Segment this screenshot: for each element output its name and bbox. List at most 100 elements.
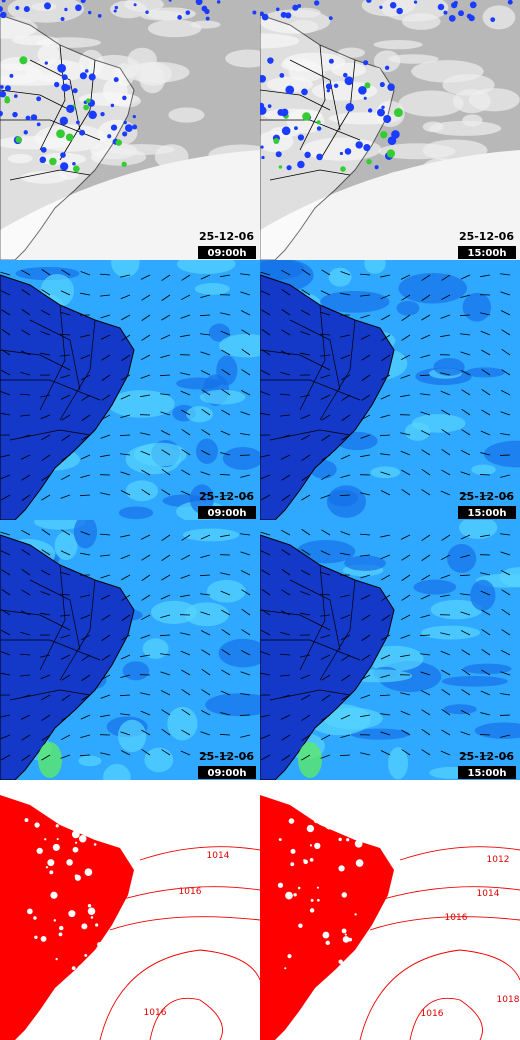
gap [338,865,345,872]
wind-patch [218,638,260,668]
wind-arrow [240,533,251,536]
wind-arrow [420,334,431,340]
wind-arrow [121,314,131,321]
wind-arrow [20,454,31,460]
wind-patch [326,485,367,518]
gap [355,859,364,867]
wind-arrow [280,714,291,720]
gap [313,818,319,824]
wind-arrow [120,713,131,716]
wind-arrow [320,654,331,660]
wind-arrow [440,554,451,561]
isobar-label: 1014 [207,851,230,861]
wind-arrow [80,354,91,360]
border [269,169,351,181]
wind-arrow [120,414,131,418]
rain-cell [205,16,210,21]
wind-arrow [440,650,451,656]
wind-arrow [420,653,431,656]
wind-arrow [240,310,251,316]
wind-arrow [60,374,71,379]
wind-arrow [160,594,171,600]
wind-arrow [20,350,31,356]
cloud [401,13,441,30]
wind-arrow [1,569,11,576]
gap [68,910,76,918]
wind-arrow [401,574,411,581]
rain-cell [380,131,388,139]
wind-arrow [301,434,311,441]
rain-cell [195,0,203,6]
wind-arrow [459,574,471,577]
border [260,119,361,141]
border [0,609,71,631]
wind-arrow [360,414,371,421]
wind-arrow [220,452,231,456]
wind-arrow [141,729,151,736]
wind-arrow [360,314,371,319]
cloud [140,10,185,21]
wind-arrow [121,334,131,341]
isobar [99,949,260,1040]
wind-arrow [200,333,211,336]
rain-cell [0,90,7,98]
isobar [369,916,520,931]
gap [87,907,96,916]
wind-arrow [341,674,351,681]
wind-arrow [140,614,151,621]
rain-cell [30,114,38,121]
gap [24,818,29,823]
cloud [373,39,423,50]
wind-arrow [420,430,431,436]
rain-cell [9,73,14,78]
wind-arrow [100,752,111,756]
rain-cell [36,96,42,102]
wind-arrow [21,494,31,501]
wind-arrow [260,290,271,296]
wind-arrow [80,454,91,460]
wind-arrow [20,631,31,636]
wind-arrow [1,309,11,316]
wind-arrow [421,709,431,716]
wind-patch [465,367,505,378]
gap [87,904,92,908]
border [299,304,326,411]
wind-arrow [340,734,351,738]
wind-arrow [220,754,231,757]
land [0,274,135,520]
wind-arrow [400,654,411,658]
wind-arrow [480,452,491,456]
rain-cell [285,85,295,95]
gap [81,923,88,930]
wind-arrow [401,554,411,561]
wind-arrow [20,434,31,439]
wind-arrow [200,351,211,356]
wind-arrow [340,552,351,556]
wind-arrow [61,414,71,421]
wind-arrow [81,394,91,401]
wind-arrow [400,274,411,280]
wind-arrow [141,574,151,581]
wind-arrow [500,273,511,276]
wind-arrow [181,709,191,716]
wind-arrow [501,369,511,376]
rain-cell [302,112,311,121]
wind-arrow [121,614,131,621]
rain-cell [413,0,418,4]
gap [90,916,94,919]
wind-arrow [281,474,291,481]
gap [44,838,47,841]
date-label: 25-12-06 [199,230,254,243]
wind-arrow [500,671,511,676]
gap [290,848,296,854]
wind-patch [364,260,386,274]
wind-arrow [20,414,31,417]
wind-arrow [120,453,131,456]
rain-cell [316,126,322,131]
wind-arrow [480,590,491,596]
rain-cell [114,5,119,10]
rain-cell [72,161,76,166]
wind-arrow [221,649,231,656]
wind-arrow [161,574,171,581]
wind-arrow [261,369,271,376]
